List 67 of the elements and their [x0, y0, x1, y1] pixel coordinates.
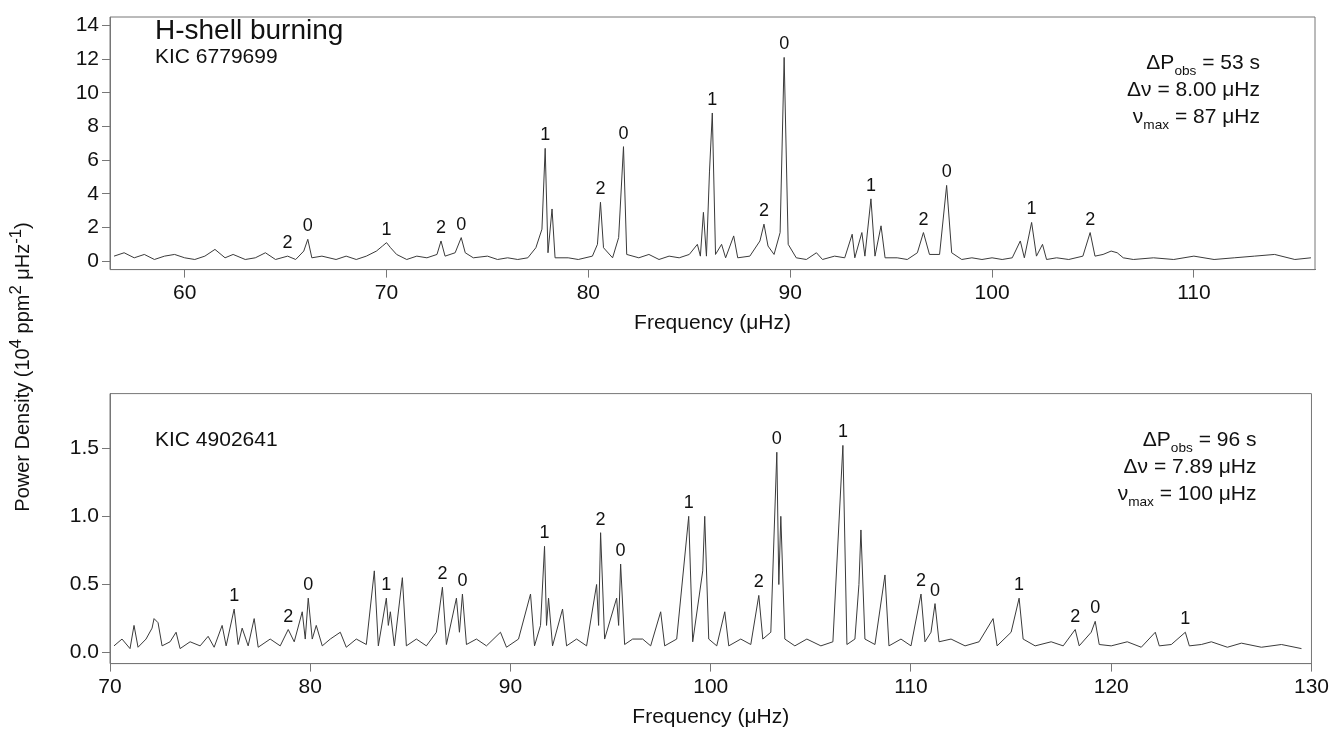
annotation: 1 [707, 88, 718, 109]
annotation: 0 [1090, 597, 1101, 618]
annotation: 1 [837, 421, 848, 442]
y-tick-label: 12 [75, 45, 99, 69]
annotation: 2 [282, 232, 293, 253]
y-tick-label: 2 [87, 214, 99, 238]
annotation: 1 [540, 124, 551, 145]
annotation: 0 [302, 215, 313, 236]
annotation: 1 [539, 522, 550, 543]
y-tick-label: 0 [87, 247, 99, 271]
x-tick-label: 120 [1093, 674, 1129, 697]
y-tick-label: 10 [75, 79, 99, 103]
annotation: 2 [918, 208, 929, 229]
x-tick-label: 80 [576, 280, 601, 303]
x-tick-label: 90 [498, 674, 523, 697]
annotation: 2 [758, 200, 769, 221]
annotation: Δν = 7.89 μHz [1123, 453, 1257, 477]
annotation: 2 [436, 216, 447, 237]
annotation: KIC 6779699 [155, 44, 278, 67]
annotation: 0 [457, 570, 468, 591]
x-tick-label: 70 [98, 674, 122, 697]
annotation: 2 [753, 571, 764, 592]
x-tick-label: 110 [1177, 280, 1211, 303]
annotation: 1 [381, 218, 392, 239]
annotation: 0 [930, 579, 941, 600]
annotation: 2 [595, 178, 606, 199]
y-tick-label: 8 [87, 113, 99, 137]
y-tick-label: 0.5 [69, 571, 99, 595]
annotation: 1 [683, 492, 694, 513]
annotation: 2 [283, 605, 294, 626]
annotation: 0 [771, 428, 782, 449]
annotation: 1 [1026, 198, 1037, 219]
x-tick-label: 60 [173, 280, 197, 303]
annotation: 2 [915, 570, 927, 591]
annotation: 1 [381, 574, 392, 595]
annotation: Δν = 8.00 μHz [1127, 77, 1261, 100]
annotation: 1 [1180, 608, 1191, 629]
annotation: 0 [618, 122, 629, 143]
y-tick-label: 14 [75, 12, 100, 36]
x-tick-label: 70 [374, 280, 399, 303]
x-tick-label: 110 [894, 674, 928, 697]
annotation: 0 [779, 33, 790, 54]
annotation: KIC 4902641 [155, 426, 278, 450]
annotation: 0 [456, 213, 467, 234]
annotation: 0 [303, 574, 314, 595]
x-tick-label: 80 [298, 674, 322, 697]
annotation: 2 [1070, 605, 1081, 626]
chart-title: H-shell burning [155, 14, 344, 45]
x-axis-title: Frequency (μHz) [634, 310, 791, 334]
x-tick-label: 130 [1293, 674, 1329, 697]
x-tick-label: 100 [693, 674, 729, 697]
x-tick-label: 90 [778, 280, 802, 303]
annotation: 1 [229, 585, 240, 606]
x-axis-title: Frequency (μHz) [632, 704, 790, 728]
annotation: 0 [941, 161, 952, 182]
annotation: 1 [1014, 574, 1025, 595]
y-tick-label: 1.5 [69, 434, 99, 458]
y-tick-label: 4 [87, 180, 100, 204]
annotation: 2 [595, 508, 606, 529]
annotation: 1 [865, 174, 876, 195]
annotation: 0 [615, 540, 626, 561]
y-tick-label: 1.0 [69, 503, 99, 527]
annotation: 2 [437, 563, 448, 584]
annotation: 2 [1085, 208, 1096, 229]
y-tick-label: 6 [87, 146, 99, 170]
y-tick-label: 0.0 [69, 639, 99, 663]
x-tick-label: 100 [974, 280, 1010, 303]
